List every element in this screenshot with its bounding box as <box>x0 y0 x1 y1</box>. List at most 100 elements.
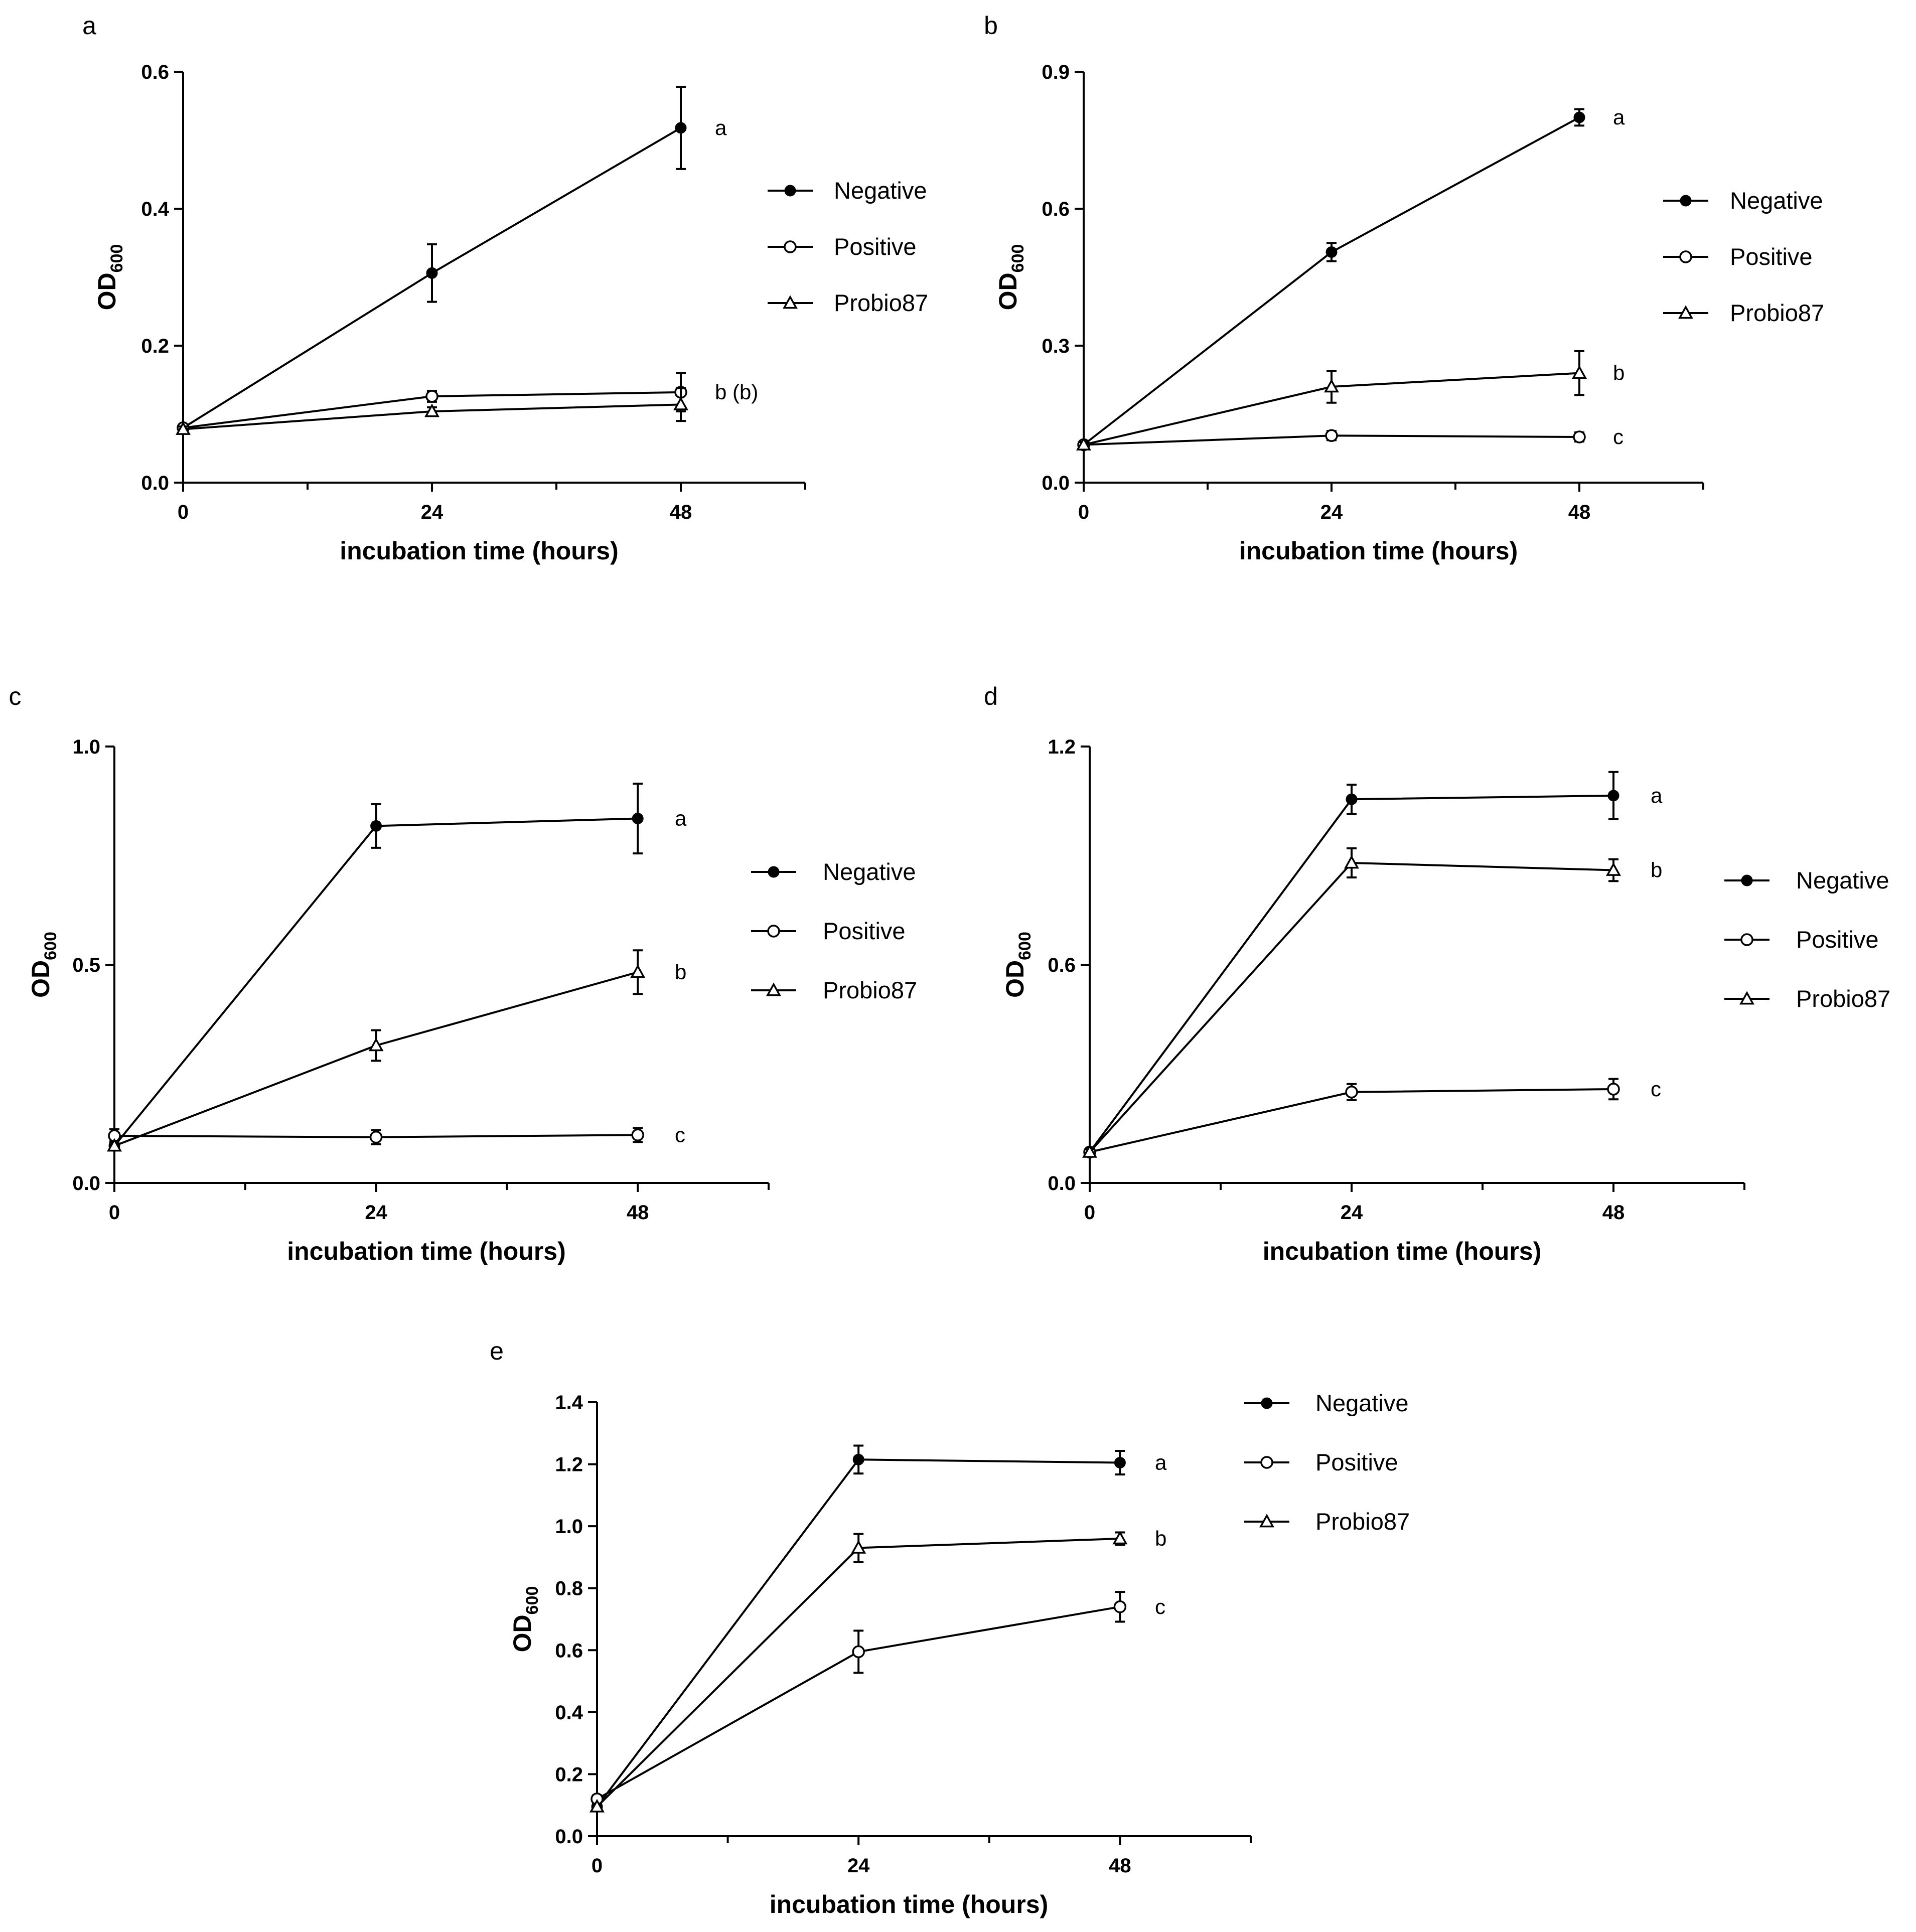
data-point <box>1344 855 1359 869</box>
data-point <box>630 964 646 978</box>
data-point <box>852 1645 865 1659</box>
y-tick-label: 1.0 <box>555 1516 583 1538</box>
legend-label: Positive <box>1315 1449 1398 1475</box>
y-axis-title-main: OD <box>93 272 121 310</box>
y-tick-label: 0.5 <box>72 954 100 976</box>
legend-label: Positive <box>1796 926 1879 953</box>
x-tick-label: 24 <box>847 1855 870 1877</box>
x-tick-label: 48 <box>1602 1202 1625 1224</box>
y-tick-label: 0.0 <box>141 472 169 494</box>
x-axis-title: incubation time (hours) <box>340 537 619 565</box>
significance-label: a <box>1613 105 1625 129</box>
data-point <box>1607 790 1619 802</box>
legend-item-positive: Positive <box>768 233 917 260</box>
panel-letter: d <box>984 682 998 710</box>
x-tick-label: 24 <box>365 1202 387 1224</box>
legend-label: Negative <box>834 177 927 204</box>
legend-marker <box>1680 195 1692 207</box>
panel-letter: b <box>984 12 998 40</box>
data-point <box>852 1453 864 1465</box>
y-axis-title-subscript: 600 <box>523 1586 542 1615</box>
y-tick-label: 1.2 <box>555 1454 583 1476</box>
legend-label: Negative <box>823 858 916 885</box>
data-point <box>1573 430 1586 443</box>
y-tick-label: 0.8 <box>555 1578 583 1600</box>
y-tick-label: 0.4 <box>141 198 169 220</box>
legend-item-negative: Negative <box>1244 1390 1409 1416</box>
data-point <box>1607 1083 1620 1096</box>
data-point <box>424 403 439 417</box>
y-axis-title-subscript: 600 <box>1015 932 1035 960</box>
y-tick-label: 0.2 <box>141 335 169 357</box>
legend-marker <box>766 982 781 996</box>
legend-label: Probio87 <box>1730 300 1824 326</box>
significance-label: a <box>675 807 687 830</box>
y-axis-title: OD600 <box>93 244 126 311</box>
legend-label: Negative <box>1315 1390 1409 1416</box>
panel-letter: c <box>9 682 22 710</box>
significance-label: b (b) <box>715 380 758 404</box>
significance-label: c <box>1651 1077 1661 1101</box>
data-point <box>1114 1456 1126 1468</box>
data-point <box>1324 379 1339 393</box>
y-tick-label: 0.6 <box>141 61 169 83</box>
panel-c: c 0.0 0.5 1.0 0 24 48 incubation time (hours) OD… <box>9 682 918 1265</box>
series-positive: c <box>591 1591 1165 1806</box>
series-probio87: b <box>1076 350 1625 451</box>
legend-item-negative: Negative <box>751 858 916 885</box>
series-line <box>113 817 638 1147</box>
panel-letter: e <box>490 1337 504 1365</box>
x-tick-label: 24 <box>421 501 444 523</box>
x-axis-title: incubation time (hours) <box>1263 1237 1542 1265</box>
x-tick-label: 0 <box>1078 501 1089 523</box>
series-line <box>1089 861 1614 1153</box>
y-axis-title-main: OD <box>508 1614 536 1652</box>
data-point <box>370 820 382 832</box>
legend-marker <box>783 295 798 309</box>
data-point <box>1346 793 1358 805</box>
legend-label: Positive <box>834 233 917 260</box>
data-point <box>176 421 191 435</box>
x-tick-label: 24 <box>1341 1202 1363 1224</box>
legend-label: Probio87 <box>1796 985 1890 1012</box>
significance-label: b <box>675 960 686 984</box>
x-tick-label: 0 <box>109 1202 120 1224</box>
data-point <box>107 1138 122 1152</box>
series-positive: c <box>108 1123 685 1146</box>
data-point <box>1573 111 1585 123</box>
legend-item-positive: Positive <box>751 918 906 944</box>
legend-item-probio87: Probio87 <box>768 289 928 316</box>
legend-label: Positive <box>1730 243 1813 270</box>
y-axis-title: OD600 <box>508 1586 542 1653</box>
y-axis-title-subscript: 600 <box>41 932 60 960</box>
panel-a: a 0.0 0.2 0.4 0.6 0 24 48 incubation time (hours… <box>82 12 928 565</box>
x-axis-title: incubation time (hours) <box>770 1890 1049 1918</box>
series-negative: a <box>1084 771 1663 1158</box>
legend-item-negative: Negative <box>768 177 927 204</box>
legend-marker <box>1739 991 1754 1005</box>
x-axis-title: incubation time (hours) <box>1239 537 1518 565</box>
significance-label: a <box>1155 1450 1167 1474</box>
y-tick-label: 0.6 <box>555 1640 583 1662</box>
data-point <box>631 1128 644 1142</box>
legend-marker <box>784 240 797 253</box>
significance-label: b <box>1155 1527 1166 1550</box>
significance-label: b <box>1651 858 1662 882</box>
x-tick-label: 48 <box>1568 501 1591 523</box>
legend-label: Negative <box>1796 867 1889 894</box>
x-tick-label: 24 <box>1320 501 1343 523</box>
series-negative: a <box>177 86 727 434</box>
legend-item-probio87: Probio87 <box>751 977 917 1003</box>
legend-item-positive: Positive <box>1724 926 1879 953</box>
y-tick-label: 0.9 <box>1042 61 1070 83</box>
data-point <box>851 1540 866 1554</box>
data-point <box>589 1799 605 1813</box>
x-tick-label: 48 <box>627 1202 649 1224</box>
data-point <box>1112 1531 1128 1545</box>
data-point <box>1325 246 1338 258</box>
y-axis-title-main: OD <box>1001 960 1029 998</box>
series-positive: b (b) <box>177 372 758 434</box>
legend-marker <box>784 185 796 197</box>
legend-item-probio87: Probio87 <box>1663 300 1824 326</box>
legend-label: Probio87 <box>823 977 917 1003</box>
